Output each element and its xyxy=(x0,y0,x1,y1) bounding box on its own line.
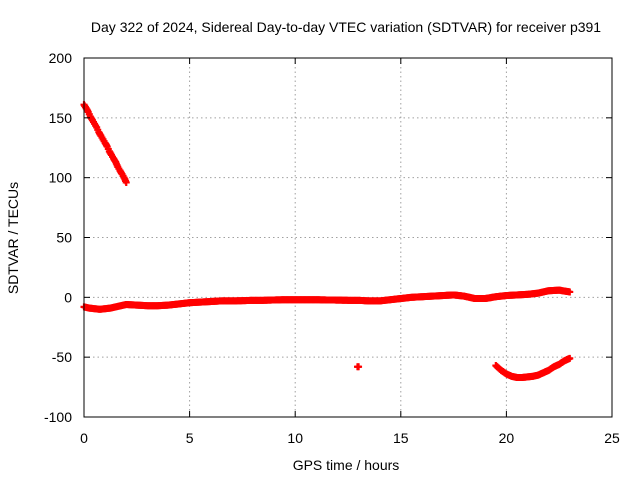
series-segment-early-descending xyxy=(80,101,130,186)
y-tick-label: -50 xyxy=(52,349,72,365)
series-segment-main-near-zero xyxy=(80,286,574,313)
grid-lines xyxy=(84,58,612,417)
y-axis-label: SDTVAR / TECUs xyxy=(5,182,21,294)
data-point xyxy=(566,354,574,362)
x-tick-label: 25 xyxy=(604,430,620,446)
chart-title: Day 322 of 2024, Sidereal Day-to-day VTE… xyxy=(91,19,601,35)
y-tick-label: 100 xyxy=(49,170,73,186)
data-point xyxy=(566,288,574,296)
x-axis-label: GPS time / hours xyxy=(293,457,400,473)
x-tick-labels: 0 5 10 15 20 25 xyxy=(80,430,620,446)
series-segment-late-dip xyxy=(492,354,574,382)
y-tick-label: 150 xyxy=(49,110,73,126)
x-tick-label: 0 xyxy=(80,430,88,446)
x-tick-label: 20 xyxy=(499,430,515,446)
x-tick-label: 10 xyxy=(287,430,303,446)
axis-ticks xyxy=(83,57,613,418)
y-tick-label: 50 xyxy=(56,230,72,246)
y-tick-labels: -100 -50 0 50 100 150 200 xyxy=(44,50,72,425)
series-segment-isolated xyxy=(354,363,363,371)
y-tick-label: -100 xyxy=(44,409,72,425)
y-tick-label: 200 xyxy=(49,50,73,66)
data-point xyxy=(122,178,130,186)
data-points xyxy=(80,101,574,382)
plot-frame xyxy=(83,57,613,418)
x-tick-label: 15 xyxy=(393,430,409,446)
y-tick-label: 0 xyxy=(64,289,72,305)
data-point xyxy=(355,363,363,371)
x-tick-label: 5 xyxy=(186,430,194,446)
